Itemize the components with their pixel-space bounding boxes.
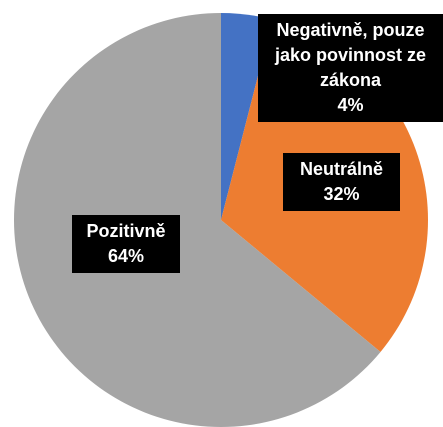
value-label: 32% bbox=[323, 184, 360, 204]
value-label: 64% bbox=[107, 246, 145, 266]
data-label: Negativně, pouze jako povinnost ze zákon… bbox=[258, 14, 443, 122]
category-label: Pozitivně bbox=[86, 221, 166, 241]
category-label: Negativně, pouze jako povinnost ze zákon… bbox=[274, 20, 427, 90]
data-label: Neutrálně 32% bbox=[283, 153, 400, 211]
data-label: Pozitivně 64% bbox=[72, 215, 180, 273]
category-label: Neutrálně bbox=[299, 159, 384, 179]
pie-slice bbox=[14, 13, 381, 427]
value-label: 4% bbox=[337, 95, 364, 115]
